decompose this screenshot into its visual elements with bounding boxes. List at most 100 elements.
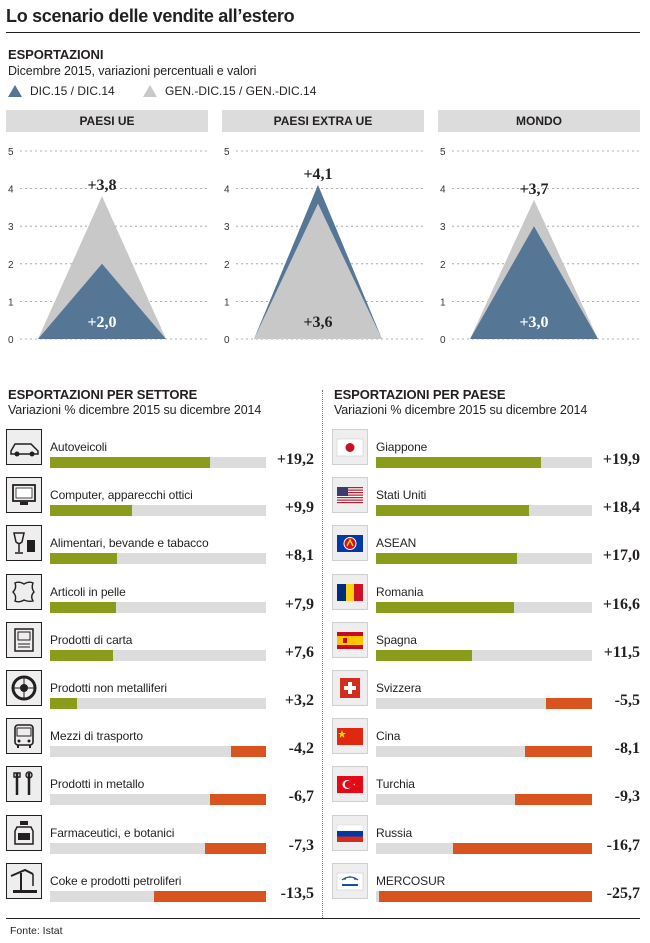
- y-tick-label: 0: [224, 335, 230, 346]
- turkey-flag-icon: [332, 766, 368, 803]
- usa-flag-icon: [332, 477, 368, 514]
- y-tick-label: 2: [224, 260, 230, 271]
- japan-flag-icon: [332, 429, 368, 465]
- bar-track: [50, 794, 266, 806]
- bar-row: Mezzi di trasporto -4,2: [6, 715, 316, 759]
- peak-value-label: +3,7: [519, 181, 548, 198]
- bar-value-label: +9,9: [284, 499, 314, 517]
- monitor-icon: [6, 477, 42, 514]
- medicine-bottle-icon: [6, 814, 42, 851]
- bar-fill: [453, 842, 592, 854]
- country-subheading: Variazioni % dicembre 2015 su dicembre 2…: [334, 403, 588, 417]
- bar-row: Coke e prodotti petroliferi -13,5: [6, 860, 316, 904]
- bar-value-label: +19,2: [276, 451, 314, 468]
- leather-hide-icon: [6, 573, 42, 610]
- bar-value-label: -13,5: [280, 884, 314, 902]
- bar-row: Giappone +19,9: [332, 426, 642, 470]
- bar-value-label: +7,6: [284, 643, 314, 661]
- bar-row: ASEAN +17,0: [332, 522, 642, 566]
- dark-triangle: [470, 226, 598, 339]
- wine-glass-icon: [6, 525, 42, 562]
- bar-track: [376, 746, 592, 758]
- bar-track: [376, 842, 592, 854]
- bar-value-label: +3,2: [284, 692, 314, 709]
- bar-track: [50, 505, 266, 517]
- bar-fill: [376, 505, 529, 517]
- bar-row: Svizzera -5,5: [332, 667, 642, 711]
- bar-track: [50, 553, 266, 565]
- bar-track: [376, 649, 592, 661]
- bar-row: Romania +16,6: [332, 571, 642, 615]
- panel-title-mondo: MONDO: [438, 110, 640, 132]
- page-title: Lo scenario delle vendite all’estero: [6, 6, 295, 26]
- bar-value-label: -7,3: [288, 836, 314, 854]
- y-tick-label: 3: [8, 222, 14, 233]
- bar-fill: [153, 890, 266, 902]
- bar-fill: [50, 505, 133, 517]
- base-value-label: +2,0: [87, 314, 116, 331]
- spain-flag-icon: [332, 621, 368, 658]
- legend-light-triangle-icon: [143, 85, 157, 97]
- romania-flag-icon: [332, 573, 368, 610]
- source-note: Fonte: Istat: [10, 925, 63, 937]
- bar-label: Romania: [376, 584, 424, 599]
- bar-row: Prodotti in metallo -6,7: [6, 763, 316, 807]
- bar-label: Farmaceutici, e botanici: [50, 825, 175, 840]
- bar-label: Svizzera: [376, 681, 422, 695]
- bar-label: Alimentari, bevande e tabacco: [50, 536, 209, 551]
- y-tick-label: 5: [440, 147, 446, 158]
- bar-fill: [50, 457, 210, 468]
- y-tick-label: 2: [8, 260, 14, 271]
- bar-track: [376, 890, 592, 902]
- country-bar-list: Giappone +19,9 Stati Uniti +18,4 ASEAN +17,0 R…: [332, 426, 642, 916]
- oil-pump-icon: [6, 862, 42, 899]
- y-tick-label: 4: [8, 185, 14, 196]
- bar-label: Mezzi di trasporto: [50, 729, 143, 744]
- peak-value-label: +4,1: [303, 166, 332, 183]
- bar-track: [376, 457, 592, 468]
- bar-label: Turchia: [376, 777, 415, 792]
- base-value-label: +3,0: [519, 314, 548, 331]
- bar-fill: [376, 649, 472, 661]
- y-tick-label: 2: [440, 260, 446, 271]
- bar-fill: [210, 794, 266, 806]
- peak-value-label: +3,8: [87, 177, 116, 194]
- bar-label: Stati Uniti: [376, 488, 427, 503]
- bar-row: Cina -8,1: [332, 715, 642, 759]
- bar-fill: [231, 746, 266, 758]
- switzerland-flag-icon: [332, 670, 368, 706]
- china-flag-icon: [332, 718, 368, 755]
- bar-row: Turchia -9,3: [332, 763, 642, 807]
- bar-fill: [50, 553, 118, 565]
- title-rule: [6, 32, 640, 33]
- bar-value-label: -5,5: [614, 692, 640, 709]
- bar-fill: [50, 601, 116, 613]
- bar-track: [50, 890, 266, 902]
- bar-row: Stati Uniti +18,4: [332, 474, 642, 518]
- bar-row: Autoveicoli +19,2: [6, 426, 316, 470]
- bar-fill: [50, 698, 77, 709]
- bar-value-label: +11,5: [603, 643, 640, 661]
- bar-value-label: -25,7: [606, 884, 640, 902]
- bar-track: [50, 601, 266, 613]
- dark-triangle: [38, 263, 166, 339]
- panel-title-extra-ue: PAESI EXTRA UE: [222, 110, 424, 132]
- bar-label: Prodotti in metallo: [50, 777, 145, 792]
- tools-icon: [6, 766, 42, 803]
- bar-fill: [514, 794, 592, 806]
- y-tick-label: 4: [224, 185, 230, 196]
- bar-row: Articoli in pelle +7,9: [6, 571, 316, 615]
- bar-fill: [378, 890, 592, 902]
- y-tick-label: 1: [224, 297, 230, 308]
- bar-track: [376, 794, 592, 806]
- mercosur-flag-icon: [332, 862, 368, 899]
- bar-fill: [546, 698, 592, 709]
- y-tick-label: 0: [8, 335, 14, 346]
- asean-flag-icon: [332, 525, 368, 562]
- y-tick-label: 5: [8, 147, 14, 158]
- bar-label: Spagna: [376, 632, 417, 647]
- bar-fill: [524, 746, 592, 758]
- base-value-label: +3,6: [303, 314, 332, 331]
- bar-value-label: -9,3: [614, 788, 640, 806]
- bar-track: [376, 601, 592, 613]
